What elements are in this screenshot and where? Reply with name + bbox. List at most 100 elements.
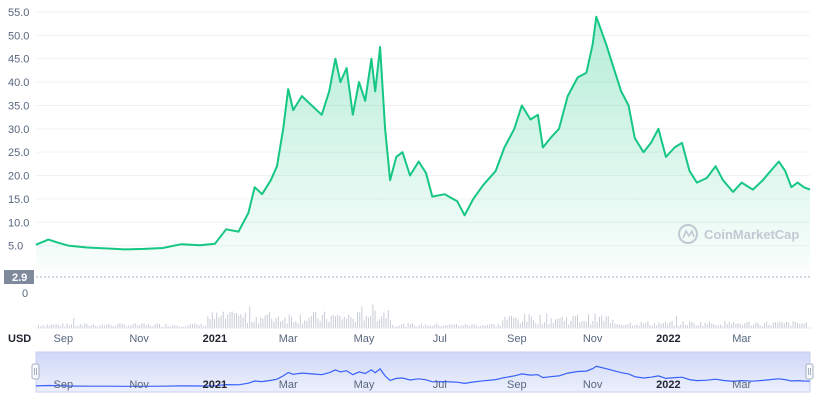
volume-bar xyxy=(537,324,539,328)
volume-bar xyxy=(557,319,559,328)
watermark-text: CoinMarketCap xyxy=(704,227,799,242)
volume-bar xyxy=(288,314,290,328)
volume-bar xyxy=(117,324,119,328)
volume-bar xyxy=(427,325,429,328)
volume-bar xyxy=(500,326,501,328)
navigator-x-tick-label: Sep xyxy=(507,379,527,391)
navigator-x-tick-label: Sep xyxy=(54,379,74,391)
volume-bar xyxy=(759,325,761,328)
volume-bar xyxy=(324,311,325,328)
x-tick-label: 2021 xyxy=(203,333,227,345)
volume-bar xyxy=(709,321,710,328)
volume-bar xyxy=(350,317,352,328)
volume-bar xyxy=(632,325,633,328)
volume-bar xyxy=(348,314,350,328)
volume-bar xyxy=(656,325,658,328)
volume-bar xyxy=(315,311,317,328)
volume-bar xyxy=(546,313,548,328)
navigator-x-tick-label: Nov xyxy=(129,379,149,391)
volume-bar xyxy=(511,315,512,328)
volume-bar xyxy=(363,320,365,328)
volume-bar xyxy=(489,324,490,328)
volume-bar xyxy=(625,324,627,328)
volume-bar xyxy=(717,325,719,328)
y-tick-label: 35.0 xyxy=(8,100,29,112)
volume-bar xyxy=(623,325,625,328)
volume-bar xyxy=(308,317,310,328)
volume-bar xyxy=(251,321,253,328)
navigator-x-tick-label: 2021 xyxy=(203,379,227,391)
volume-bar xyxy=(385,318,387,328)
volume-bar xyxy=(585,321,587,328)
volume-bar xyxy=(775,322,776,328)
volume-bar xyxy=(680,324,682,328)
volume-bar xyxy=(330,316,332,328)
volume-bar xyxy=(665,321,666,328)
navigator-right-handle[interactable] xyxy=(805,363,814,380)
volume-bar xyxy=(328,321,330,328)
volume-bar xyxy=(515,317,517,328)
volume-bar xyxy=(803,323,805,328)
volume-bar xyxy=(229,312,231,328)
volume-bar xyxy=(456,324,457,328)
volume-bar xyxy=(409,324,411,328)
volume-bar xyxy=(440,326,442,328)
volume-bar xyxy=(735,323,737,328)
volume-bar xyxy=(627,324,629,328)
volume-bar xyxy=(321,314,323,328)
volume-bar xyxy=(313,311,314,328)
volume-bar xyxy=(473,324,475,328)
volume-bar xyxy=(792,321,794,328)
volume-bar xyxy=(236,312,237,328)
volume-bar xyxy=(240,314,242,328)
volume-bar xyxy=(156,323,158,328)
volume-bar xyxy=(550,318,552,328)
volume-bar xyxy=(71,324,72,328)
volume-bar xyxy=(163,326,165,328)
volume-bar xyxy=(299,314,301,328)
volume-bar xyxy=(693,323,695,328)
volume-bar xyxy=(244,312,246,328)
volume-bar xyxy=(568,324,570,328)
navigator-line xyxy=(35,365,811,387)
volume-bar xyxy=(271,318,273,328)
coinmarketcap-logo-icon xyxy=(678,224,698,244)
volume-bar xyxy=(64,326,66,328)
volume-bar xyxy=(152,326,154,328)
volume-bar xyxy=(416,326,418,328)
volume-bar xyxy=(790,325,792,328)
x-tick-label: Nov xyxy=(129,333,149,345)
volume-bar xyxy=(337,314,339,328)
volume-bar xyxy=(779,321,781,328)
volume-bar xyxy=(805,322,807,328)
volume-bar xyxy=(398,325,400,328)
navigator-x-tick-label: 2022 xyxy=(656,379,680,391)
volume-bar xyxy=(222,311,224,328)
range-navigator[interactable]: Sep Nov 2021 Mar May Jul Sep Nov 2022 Mar xyxy=(31,351,814,393)
volume-bar xyxy=(233,313,235,328)
volume-bar xyxy=(764,323,765,328)
volume-bar xyxy=(354,322,356,328)
volume-bar xyxy=(297,323,299,328)
navigator-left-handle[interactable] xyxy=(31,363,40,380)
volume-bar xyxy=(167,326,169,328)
volume-bar xyxy=(687,325,688,328)
volume-bar xyxy=(636,324,638,328)
volume-bar xyxy=(293,322,295,328)
x-tick-label: Mar xyxy=(279,333,298,345)
volume-bar xyxy=(368,317,369,328)
volume-bar xyxy=(566,317,567,328)
volume-bar xyxy=(115,326,116,328)
y-axis: 5.0 10.0 15.0 20.0 25.0 30.0 35.0 40.0 45.0 50.0 5… xyxy=(8,7,29,253)
volume-bar xyxy=(590,324,592,328)
volume-bar xyxy=(57,324,59,328)
volume-bar xyxy=(638,325,640,328)
volume-bar xyxy=(786,321,787,328)
volume-bar xyxy=(306,320,308,328)
volume-bar xyxy=(601,315,603,328)
volume-bar xyxy=(357,312,358,328)
navigator-window[interactable] xyxy=(35,351,811,393)
volume-bar xyxy=(216,312,218,328)
volume-bar xyxy=(579,322,581,328)
